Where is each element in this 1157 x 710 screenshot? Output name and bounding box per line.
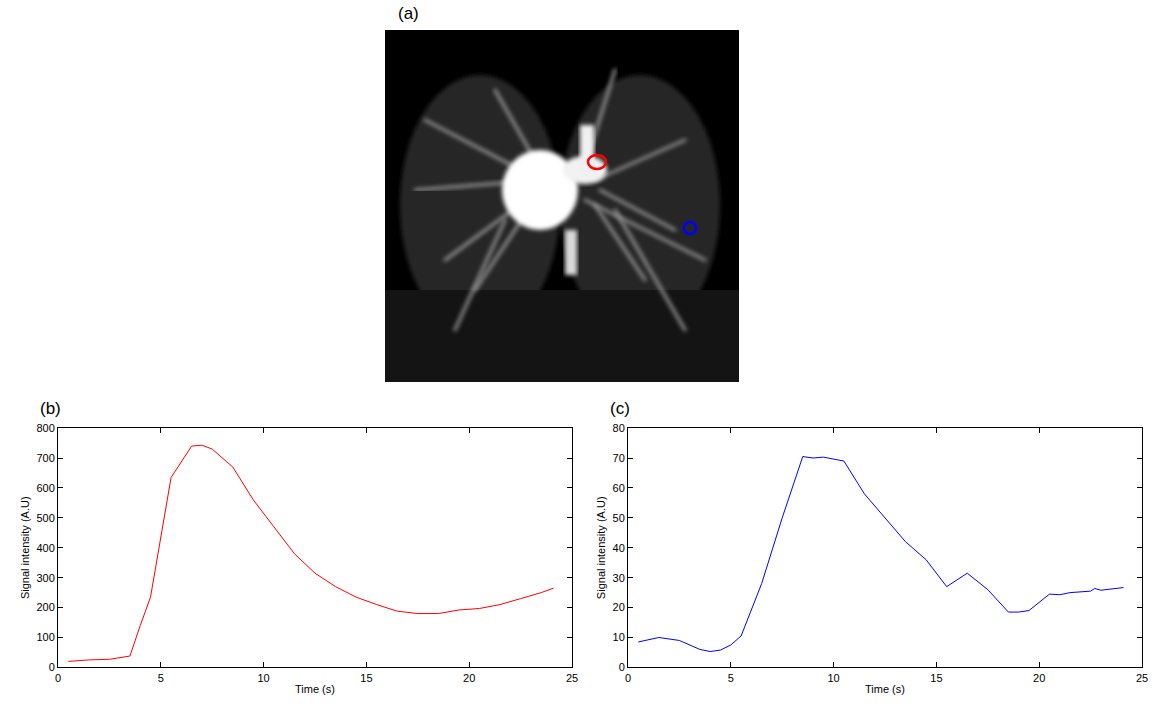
svg-text:Time (s): Time (s): [295, 683, 335, 695]
svg-text:60: 60: [613, 482, 625, 494]
svg-text:Signal intensity (A.U): Signal intensity (A.U): [19, 496, 31, 599]
svg-text:40: 40: [613, 542, 625, 554]
svg-text:70: 70: [613, 452, 625, 464]
svg-text:0: 0: [49, 661, 55, 673]
svg-text:0: 0: [619, 661, 625, 673]
svg-text:5: 5: [728, 672, 734, 684]
svg-text:0: 0: [55, 672, 61, 684]
svg-text:10: 10: [827, 672, 839, 684]
svg-text:10: 10: [257, 672, 269, 684]
svg-text:0: 0: [625, 672, 631, 684]
svg-text:5: 5: [158, 672, 164, 684]
svg-text:200: 200: [36, 601, 54, 613]
svg-text:600: 600: [36, 482, 54, 494]
svg-text:10: 10: [613, 631, 625, 643]
svg-text:(b): (b): [40, 399, 61, 418]
svg-text:20: 20: [463, 672, 475, 684]
svg-text:Signal intensity (A.U): Signal intensity (A.U): [595, 496, 607, 599]
svg-text:15: 15: [360, 672, 372, 684]
svg-text:500: 500: [36, 512, 54, 524]
html-text:(a): (a): [398, 4, 419, 23]
svg-text:25: 25: [566, 672, 578, 684]
svg-text:800: 800: [36, 422, 54, 434]
svg-text:(c): (c): [610, 399, 630, 418]
svg-text:700: 700: [36, 452, 54, 464]
svg-text:100: 100: [36, 631, 54, 643]
svg-text:25: 25: [1136, 672, 1148, 684]
svg-text:50: 50: [613, 512, 625, 524]
svg-text:20: 20: [613, 601, 625, 613]
svg-text:15: 15: [930, 672, 942, 684]
svg-text:400: 400: [36, 542, 54, 554]
svg-text:Time (s): Time (s): [865, 683, 905, 695]
svg-text:80: 80: [613, 422, 625, 434]
svg-text:20: 20: [1033, 672, 1045, 684]
svg-text:300: 300: [36, 572, 54, 584]
svg-text:30: 30: [613, 572, 625, 584]
